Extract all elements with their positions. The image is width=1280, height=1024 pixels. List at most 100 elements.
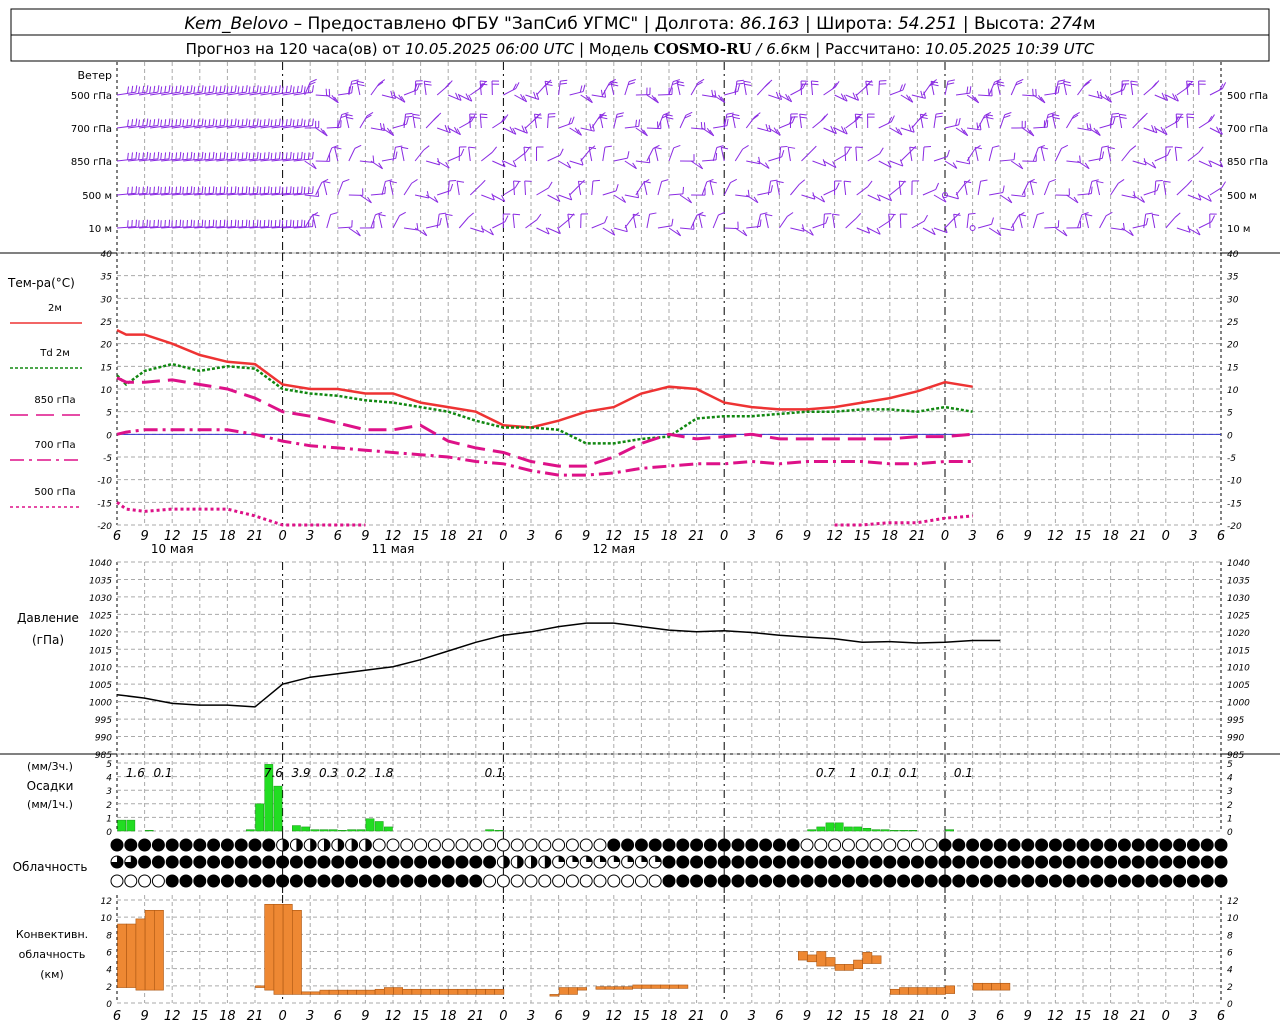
wind-barb-flag	[1186, 113, 1194, 116]
cloud-cover-symbol	[220, 855, 234, 869]
wind-barb	[194, 125, 214, 129]
precip-bar	[144, 830, 154, 832]
wind-barb-flag	[468, 146, 476, 149]
wind-barb-flag	[182, 86, 185, 94]
wind-barb-flag	[197, 85, 200, 93]
wind-barb-flag	[760, 212, 768, 215]
wind-barb	[326, 214, 332, 229]
wind-barb-flag	[263, 85, 266, 93]
longitude-value: 86.163	[740, 14, 799, 34]
wind-barb	[172, 158, 192, 162]
wind-barb	[790, 183, 800, 196]
wind-barb	[1051, 114, 1056, 129]
wind-barb-flag	[300, 85, 303, 93]
wind-barb-flag	[1026, 128, 1032, 135]
wind-barb-flag	[1003, 114, 1011, 119]
wind-barb-flag	[379, 122, 383, 131]
time-tick: 12	[385, 529, 402, 544]
temp-tick-left: 40	[101, 250, 113, 260]
time-tick: 12	[826, 529, 843, 544]
wind-barb-flag	[742, 229, 748, 237]
pres-tick-right: 995	[1227, 716, 1244, 726]
conv-bar	[144, 909, 155, 991]
wind-barb	[161, 226, 181, 229]
precip-bar	[871, 829, 881, 832]
wind-barb-flag	[303, 119, 306, 127]
wind-barb-flag	[175, 85, 178, 93]
cloud-cover-symbol	[1173, 855, 1187, 869]
wind-barb	[1176, 227, 1191, 233]
cloud-cover-symbol	[110, 838, 124, 852]
wind-barb	[194, 226, 214, 229]
wind-barb	[746, 160, 761, 165]
wind-barb	[889, 89, 904, 96]
cloud-cover-symbol	[979, 874, 993, 888]
wind-barb-flag	[1207, 194, 1212, 202]
conv-bar	[853, 959, 863, 969]
wind-barb-flag	[559, 82, 567, 85]
wind-barb-flag	[568, 117, 572, 125]
wind-barb	[1121, 80, 1123, 96]
wind-barb-flag	[908, 124, 912, 132]
wind-barb	[326, 147, 333, 162]
cloud-cover-symbol	[427, 874, 441, 888]
wind-barb-flag	[204, 86, 207, 94]
wind-barb-flag	[413, 116, 421, 119]
conv-bar	[374, 988, 385, 995]
cloud-cover-symbol	[317, 855, 331, 869]
wind-barb-flag	[615, 184, 619, 192]
wind-barb-flag	[1037, 212, 1045, 216]
wind-barb-flag	[386, 127, 392, 135]
wind-barb-flag	[888, 213, 896, 216]
wind-barb-flag	[127, 187, 129, 195]
wind-barb-flag	[289, 118, 292, 126]
wind-barb	[116, 192, 136, 196]
conv-unit: (км)	[40, 968, 64, 981]
wind-barb-flag	[785, 93, 790, 101]
cloud-cover-symbol	[703, 855, 717, 869]
wind-barb	[194, 192, 214, 196]
wind-barb	[1063, 81, 1067, 96]
wind-barb	[701, 127, 715, 137]
cloud-cover-symbol	[869, 855, 883, 869]
wind-barb-flag	[395, 145, 403, 148]
wind-barb	[468, 147, 471, 162]
wind-barb-flag	[186, 186, 189, 194]
wind-barb-flag	[179, 151, 182, 159]
time-tick: 12	[826, 1009, 843, 1024]
temp-tick-left: 30	[101, 295, 113, 305]
wind-barb-flag	[1219, 160, 1224, 168]
wind-barb-flag	[1198, 146, 1204, 153]
wind-barb-flag	[616, 115, 624, 118]
cloud-cover-symbol	[441, 855, 455, 869]
wind-barb-flag	[846, 147, 851, 155]
wind-barb	[834, 94, 848, 102]
wind-barb	[1165, 94, 1179, 102]
wind-barb-flag	[966, 86, 969, 94]
wind-barb	[312, 214, 317, 229]
cloud-cover-symbol	[345, 855, 359, 869]
time-tick: 6	[775, 1009, 783, 1024]
wind-barb-flag	[267, 118, 270, 126]
wind-barb	[712, 214, 719, 229]
wind-barb-flag	[996, 80, 1004, 84]
wind-barb-flag	[1038, 144, 1045, 149]
wind-barb	[898, 181, 902, 196]
wind-barb-flag	[545, 83, 553, 86]
wind-barb	[944, 217, 956, 229]
cloud-cover-symbol	[524, 874, 538, 888]
wind-barb	[293, 125, 313, 129]
wind-barb-flag	[822, 113, 829, 120]
wind-barb-flag	[182, 119, 185, 127]
cloud-cover-symbol	[883, 838, 897, 852]
time-tick: 9	[1024, 529, 1032, 544]
wind-barb-flag	[248, 187, 251, 195]
wind-barb	[602, 190, 617, 196]
cloud-cover-symbol	[345, 874, 359, 888]
wind-barb-flag	[480, 179, 486, 186]
wind-level-label-left: 10 м	[89, 224, 112, 235]
wind-barb-flag	[673, 144, 681, 149]
